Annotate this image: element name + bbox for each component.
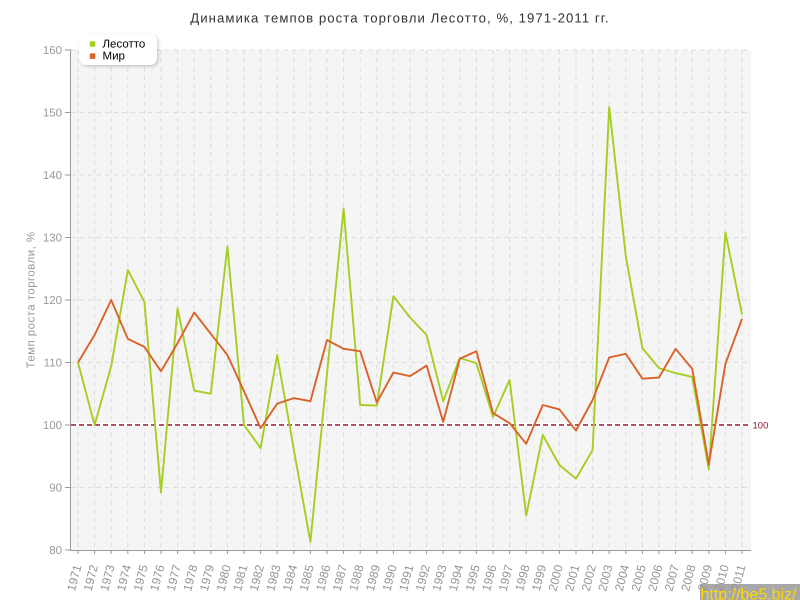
svg-text:100: 100 xyxy=(753,420,769,431)
svg-text:2001: 2001 xyxy=(562,563,582,593)
svg-text:Мир: Мир xyxy=(103,51,125,63)
svg-text:1983: 1983 xyxy=(263,563,283,593)
svg-text:120: 120 xyxy=(43,295,62,307)
svg-text:1985: 1985 xyxy=(297,563,317,593)
svg-text:2011: 2011 xyxy=(728,563,748,592)
svg-text:1992: 1992 xyxy=(413,563,433,593)
svg-text:2005: 2005 xyxy=(629,563,649,593)
svg-text:1973: 1973 xyxy=(97,563,117,593)
svg-text:1994: 1994 xyxy=(446,563,466,593)
svg-text:1979: 1979 xyxy=(197,563,217,593)
svg-text:150: 150 xyxy=(43,108,62,120)
svg-text:1971: 1971 xyxy=(64,563,84,593)
svg-text:1982: 1982 xyxy=(247,563,267,593)
svg-text:1972: 1972 xyxy=(81,563,101,593)
svg-text:1998: 1998 xyxy=(512,563,532,593)
svg-text:1995: 1995 xyxy=(463,563,483,593)
svg-text:2003: 2003 xyxy=(595,563,615,593)
svg-text:1999: 1999 xyxy=(529,563,549,593)
svg-text:1986: 1986 xyxy=(313,563,333,593)
svg-text:1993: 1993 xyxy=(429,563,449,593)
svg-text:2002: 2002 xyxy=(579,563,599,593)
svg-text:80: 80 xyxy=(49,545,62,557)
svg-text:2004: 2004 xyxy=(612,563,632,593)
svg-text:2009: 2009 xyxy=(695,563,715,593)
svg-text:140: 140 xyxy=(43,170,62,182)
svg-text:Лесотто: Лесотто xyxy=(103,38,146,50)
svg-text:1987: 1987 xyxy=(330,563,350,593)
svg-text:110: 110 xyxy=(44,358,62,370)
svg-text:1984: 1984 xyxy=(280,563,300,593)
svg-text:100: 100 xyxy=(43,420,62,432)
svg-text:130: 130 xyxy=(43,233,62,245)
svg-text:2000: 2000 xyxy=(546,563,566,593)
svg-text:2010: 2010 xyxy=(712,563,732,593)
svg-text:1991: 1991 xyxy=(396,563,416,593)
svg-text:1980: 1980 xyxy=(214,563,234,593)
svg-text:1996: 1996 xyxy=(479,563,499,593)
svg-text:1997: 1997 xyxy=(496,563,516,593)
svg-text:Темп роста торговли, %: Темп роста торговли, % xyxy=(26,231,38,368)
svg-text:1989: 1989 xyxy=(363,563,383,593)
svg-text:1988: 1988 xyxy=(346,563,366,593)
svg-text:1976: 1976 xyxy=(147,563,167,593)
svg-text:1977: 1977 xyxy=(164,563,184,593)
svg-text:Динамика темпов роста торговли: Динамика темпов роста торговли Лесотто, … xyxy=(190,11,609,26)
svg-text:http://be5.biz/: http://be5.biz/ xyxy=(701,587,798,600)
svg-text:2006: 2006 xyxy=(645,563,665,593)
svg-text:1975: 1975 xyxy=(131,563,151,593)
svg-text:1978: 1978 xyxy=(180,563,200,593)
svg-text:160: 160 xyxy=(43,45,62,57)
svg-text:1990: 1990 xyxy=(380,563,400,593)
svg-text:1974: 1974 xyxy=(114,563,134,593)
svg-text:2008: 2008 xyxy=(678,563,698,593)
svg-text:1981: 1981 xyxy=(230,563,250,593)
svg-text:2007: 2007 xyxy=(662,563,682,593)
svg-text:90: 90 xyxy=(49,483,62,495)
